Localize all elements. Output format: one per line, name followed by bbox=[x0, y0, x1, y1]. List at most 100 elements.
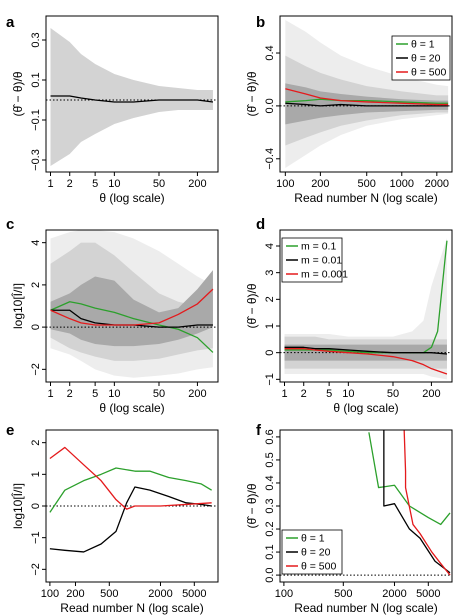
series-line--1 bbox=[285, 98, 449, 104]
legend-label: θ = 500 bbox=[411, 67, 446, 79]
y-tick-label: −0.1 bbox=[30, 109, 42, 131]
y-tick-label: −0.4 bbox=[264, 148, 276, 170]
x-tick-label: 5 bbox=[326, 388, 332, 400]
panel-b: b 100 200 500 1000 2000 −0.4 0.0 0.4 Read number … bbox=[245, 14, 453, 205]
series-line--1 bbox=[368, 432, 451, 526]
y-axis-title: (θ̂ − θ)/θ bbox=[245, 483, 259, 528]
x-tick-label: 200 bbox=[422, 388, 440, 400]
panel-letter: e bbox=[6, 422, 14, 439]
x-tick-label: 1 bbox=[281, 388, 287, 400]
y-tick-label: 0.4 bbox=[264, 45, 276, 60]
series-line-3 bbox=[49, 446, 212, 510]
y-tick-label: 0.5 bbox=[264, 452, 276, 467]
y-axis-title: (θ̂ − θ)/θ bbox=[11, 71, 25, 116]
x-axis-title: Read number N (log scale) bbox=[294, 601, 437, 615]
x-tick-label: 1 bbox=[47, 388, 53, 400]
y-tick-label: 0.3 bbox=[264, 498, 276, 513]
x-tick-label: 50 bbox=[153, 178, 165, 190]
y-tick-label: 0.0 bbox=[264, 567, 276, 582]
plot-frame bbox=[279, 15, 453, 173]
x-tick-label: 100 bbox=[41, 588, 59, 600]
x-axis-title: Read number N (log scale) bbox=[294, 191, 437, 205]
y-tick-label: 0 bbox=[30, 324, 42, 330]
series-line--500 bbox=[285, 88, 449, 106]
x-axis-title: θ (log scale) bbox=[99, 401, 164, 415]
x-tick-label: 100 bbox=[275, 588, 293, 600]
x-tick-label: 5000 bbox=[182, 588, 206, 600]
series-line-1 bbox=[49, 467, 212, 513]
y-tick-label: −0.3 bbox=[30, 149, 42, 171]
panel-e: e 100 200 500 2000 5000 −2 −1 0 1 2 Read number N (… bbox=[6, 422, 219, 615]
x-axis-title: θ (log scale) bbox=[99, 191, 164, 205]
panel-a: a 1 2 5 10 50 200 −0.3 −0.1 0.1 0.3 θ (log scale) (θ… bbox=[6, 14, 219, 205]
x-tick-label: 100 bbox=[276, 178, 294, 190]
series-line-m-0-001 bbox=[50, 288, 214, 326]
x-tick-label: 200 bbox=[188, 388, 206, 400]
y-tick-label: 0.1 bbox=[30, 72, 42, 87]
x-tick-label: 2000 bbox=[382, 588, 406, 600]
panel-letter: b bbox=[256, 14, 265, 31]
legend-label: θ = 1 bbox=[301, 533, 325, 545]
y-axis-title: log10[Î/I] bbox=[10, 483, 25, 529]
series-line-1 bbox=[50, 95, 214, 103]
y-tick-label: 2 bbox=[264, 296, 276, 302]
series-line-m-0-001 bbox=[284, 348, 448, 375]
x-tick-label: 50 bbox=[153, 388, 165, 400]
x-tick-label: 1 bbox=[47, 178, 53, 190]
panel-letter: a bbox=[6, 14, 15, 31]
y-tick-label: 0 bbox=[264, 350, 276, 356]
y-tick-label: 0.4 bbox=[264, 475, 276, 490]
x-axis-title: Read number N (log scale) bbox=[60, 601, 203, 615]
panel-letter: d bbox=[256, 216, 265, 233]
y-tick-label: −2 bbox=[30, 363, 42, 376]
x-tick-label: 10 bbox=[108, 178, 120, 190]
x-tick-label: 200 bbox=[66, 588, 84, 600]
y-tick-label: 1 bbox=[264, 323, 276, 329]
x-tick-label: 2 bbox=[67, 178, 73, 190]
legend: θ = 1 θ = 20 θ = 500 bbox=[391, 35, 451, 81]
x-axis-title: θ (log scale) bbox=[333, 401, 398, 415]
series-line-m-0-01 bbox=[284, 346, 447, 355]
series-line--500 bbox=[403, 430, 451, 576]
legend-label: θ = 1 bbox=[411, 39, 435, 51]
legend-label: θ = 20 bbox=[301, 547, 331, 559]
panel-letter: f bbox=[256, 422, 262, 439]
x-tick-label: 50 bbox=[387, 388, 399, 400]
x-tick-label: 2 bbox=[67, 388, 73, 400]
series-line--20 bbox=[383, 430, 451, 574]
legend: θ = 1 θ = 20 θ = 500 bbox=[281, 529, 343, 575]
y-axis-title: (θ̂ − θ)/θ bbox=[245, 71, 259, 116]
x-tick-label: 10 bbox=[342, 388, 354, 400]
legend-label: m = 0.1 bbox=[301, 241, 336, 253]
confidence-band-3 bbox=[285, 83, 449, 125]
y-tick-label: −2 bbox=[30, 563, 42, 576]
legend: m = 0.1 m = 0.01 m = 0.001 bbox=[281, 237, 348, 283]
series-line--20 bbox=[285, 102, 449, 107]
series-line-2 bbox=[49, 486, 212, 553]
y-tick-label: 0 bbox=[30, 503, 42, 509]
y-tick-label: 0.3 bbox=[30, 32, 42, 47]
y-tick-label: 4 bbox=[30, 240, 42, 246]
confidence-band-1 bbox=[50, 28, 213, 166]
x-tick-label: 5 bbox=[92, 388, 98, 400]
x-tick-label: 200 bbox=[188, 178, 206, 190]
y-tick-label: 0.0 bbox=[264, 98, 276, 113]
y-tick-label: 2 bbox=[30, 440, 42, 446]
y-tick-label: −1 bbox=[264, 373, 276, 386]
y-axis-title: (θ̂ − θ)/θ bbox=[245, 283, 259, 328]
x-tick-label: 500 bbox=[358, 178, 376, 190]
x-tick-label: 2 bbox=[301, 388, 307, 400]
legend-label: θ = 20 bbox=[411, 53, 441, 65]
y-tick-label: 3 bbox=[264, 270, 276, 276]
y-tick-label: 2 bbox=[30, 282, 42, 288]
x-tick-label: 5 bbox=[92, 178, 98, 190]
y-axis-title: log10[Î/I] bbox=[10, 283, 25, 329]
y-tick-label: 4 bbox=[264, 243, 276, 249]
legend-label: θ = 500 bbox=[301, 561, 336, 573]
panel-d: d 1 2 5 10 50 200 −1 0 1 2 3 4 θ (log scale) (θ̂ − θ)/… bbox=[245, 216, 453, 415]
panel-letter: c bbox=[6, 216, 14, 233]
panel-c: c 1 2 5 10 50 200 −2 0 2 4 θ (log scale) log10[Î/I] bbox=[6, 216, 219, 415]
y-tick-label: 0.1 bbox=[264, 544, 276, 559]
y-tick-label: 0.6 bbox=[264, 429, 276, 444]
